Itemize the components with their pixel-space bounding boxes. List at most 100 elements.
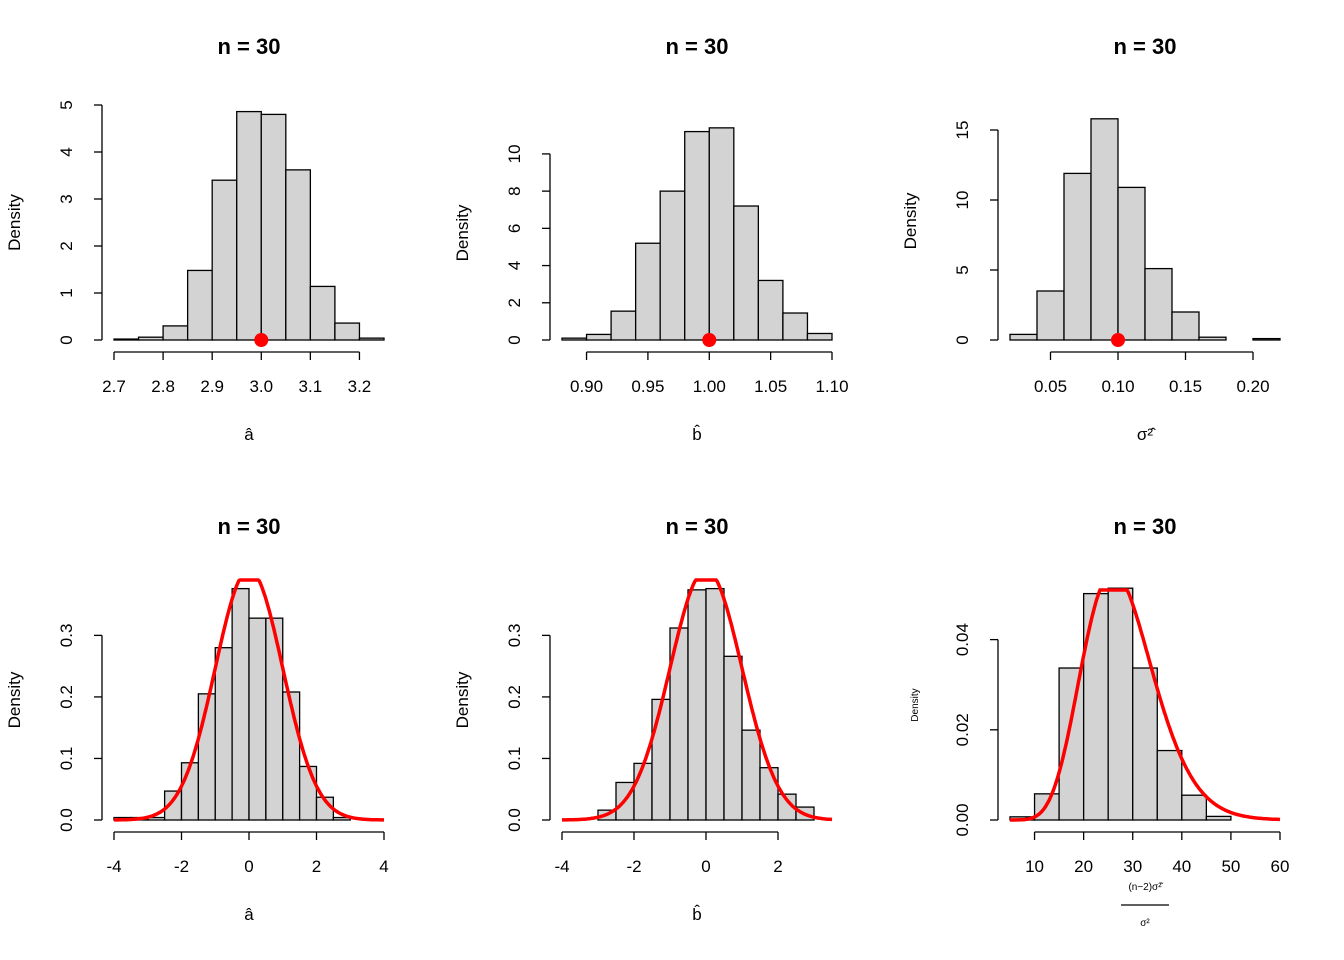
- true-value-point: [1111, 333, 1125, 347]
- x-axis-label: b̂: [692, 904, 701, 924]
- x-tick-label: 0.95: [631, 377, 664, 396]
- histogram-bar: [708, 127, 735, 341]
- histogram-bar: [1117, 186, 1146, 341]
- y-tick-label: 1: [57, 288, 76, 297]
- y-axis-label: Density: [901, 192, 920, 249]
- histogram-bar: [298, 765, 318, 821]
- y-tick-label: 0: [505, 335, 524, 344]
- y-tick-label: 0.2: [57, 685, 76, 709]
- chart-title: n = 30: [666, 514, 729, 539]
- chart-title: n = 30: [218, 34, 281, 59]
- histogram-bar: [1198, 336, 1227, 341]
- histogram-bar: [211, 179, 238, 341]
- histogram-panel: n = 30 -4 -2 0 2 0.0 0.1 0.2 0.3 Density b̂: [453, 514, 833, 924]
- density-curve: [1010, 588, 1281, 822]
- x-tick-label: 10: [1025, 857, 1044, 876]
- y-tick-label: 8: [505, 186, 524, 195]
- histogram-bar: [1036, 290, 1065, 341]
- histogram-bar: [705, 587, 725, 821]
- x-tick-label: 1.05: [754, 377, 787, 396]
- x-tick-label: -2: [174, 857, 189, 876]
- y-tick-label: 6: [505, 224, 524, 233]
- histogram-bar: [260, 113, 287, 341]
- y-tick-label: 0.00: [953, 803, 972, 836]
- histogram-bar: [1107, 587, 1134, 821]
- histogram-bar: [162, 325, 189, 341]
- y-tick-label: 2: [505, 298, 524, 307]
- x-tick-label: -2: [626, 857, 641, 876]
- histogram-bar: [137, 336, 164, 341]
- histogram-bar: [334, 322, 361, 341]
- y-tick-label: 4: [57, 147, 76, 156]
- histogram-bar: [214, 647, 233, 821]
- y-tick-label: 0.1: [505, 747, 524, 771]
- histogram-bar: [236, 110, 262, 341]
- x-tick-label: 3.2: [348, 377, 372, 396]
- true-value-point: [254, 333, 269, 347]
- y-tick-label: 0.3: [505, 624, 524, 648]
- histogram-bar: [651, 698, 671, 821]
- histogram-bar: [197, 693, 216, 821]
- histogram-bar: [1181, 794, 1208, 821]
- histogram-bar: [633, 762, 653, 821]
- y-tick-label: 0.0: [57, 808, 76, 832]
- x-tick-label: 1.10: [815, 377, 848, 396]
- x-tick-label: 0: [701, 857, 710, 876]
- histogram-bar: [1171, 311, 1200, 341]
- chart-title: n = 30: [218, 514, 281, 539]
- x-tick-label: 40: [1172, 857, 1191, 876]
- density-curve: [114, 578, 384, 822]
- y-tick-label: 3: [57, 194, 76, 203]
- y-tick-label: 0.04: [953, 623, 972, 656]
- histogram-panel: n = 30 -4 -2 0 2 4 0.0 0.1 0.2 0.3 Density â: [5, 514, 389, 924]
- histogram-bar: [561, 337, 588, 341]
- histogram-bar: [231, 587, 250, 821]
- histogram-bar: [1009, 333, 1038, 341]
- histogram-bar: [806, 332, 833, 341]
- x-tick-label: 3.0: [249, 377, 273, 396]
- y-tick-label: 0.3: [57, 624, 76, 648]
- chart-title: n = 30: [1114, 34, 1177, 59]
- histogram-panel: n = 30 2.7 2.8 2.9 3.0 3.1 3.2 0 1 2 3 4 5 Density â: [5, 34, 385, 444]
- histogram-bar: [610, 310, 637, 341]
- x-tick-label: 60: [1271, 857, 1290, 876]
- x-tick-label: 0.15: [1169, 377, 1202, 396]
- histogram-bar: [1156, 749, 1183, 821]
- y-tick-label: 5: [57, 100, 76, 109]
- y-tick-label: 10: [953, 191, 972, 210]
- x-tick-label: -4: [106, 857, 121, 876]
- y-tick-label: 0: [57, 335, 76, 344]
- histogram-bar: [634, 242, 661, 341]
- histogram-bar: [1205, 815, 1232, 821]
- histogram-bar: [684, 130, 710, 341]
- y-tick-label: 4: [505, 261, 524, 270]
- true-value-point: [702, 333, 717, 347]
- x-tick-label: -4: [554, 857, 569, 876]
- histogram-bar: [723, 655, 743, 821]
- y-tick-label: 0.0: [505, 808, 524, 832]
- y-tick-label: 0.02: [953, 713, 972, 746]
- x-axis-label: â: [244, 425, 254, 444]
- histogram-bar: [585, 333, 612, 341]
- histogram-bar: [782, 312, 809, 341]
- histogram-bar: [1082, 592, 1109, 821]
- histogram-bar: [659, 190, 686, 341]
- histogram-bar: [285, 169, 312, 341]
- x-tick-label: 30: [1123, 857, 1142, 876]
- x-tick-label: 2: [773, 857, 782, 876]
- y-axis-label: Density: [453, 671, 472, 728]
- x-axis-label: â: [244, 905, 254, 924]
- chart-title: n = 30: [1114, 514, 1177, 539]
- histogram-panel: n = 30 10 20 30 40 50 60 0.00 0.02 0.04 Density (n−…: [910, 514, 1289, 929]
- histogram-bar: [759, 767, 779, 821]
- y-tick-label: 10: [505, 144, 524, 163]
- histogram-panel: n = 30 0.90 0.95 1.00 1.05 1.10 0 2 4 6 8 10 Density…: [453, 34, 849, 444]
- x-tick-label: 4: [379, 857, 388, 876]
- histogram-bar: [1063, 172, 1092, 341]
- x-tick-label: 0: [244, 857, 253, 876]
- histogram-bar: [309, 285, 336, 341]
- histogram-panel: n = 30 0.05 0.10 0.15 0.20 0 5 10 15 Density σ²̂: [901, 34, 1281, 444]
- x-tick-label: 0.90: [570, 377, 603, 396]
- y-tick-label: 0: [953, 335, 972, 344]
